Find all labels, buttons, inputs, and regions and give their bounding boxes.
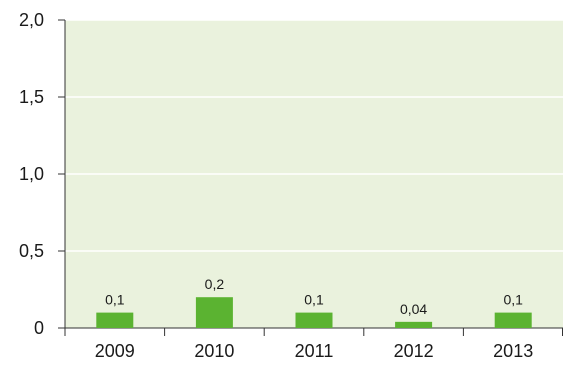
y-tick-label: 1,0 <box>19 164 44 184</box>
bar <box>295 312 333 328</box>
data-label: 0,1 <box>503 292 523 308</box>
x-tick-label: 2010 <box>194 341 234 361</box>
bar <box>395 321 433 328</box>
data-label: 0,1 <box>304 292 324 308</box>
data-label: 0,04 <box>400 301 427 317</box>
y-tick-label: 0 <box>34 318 44 338</box>
x-tick-label: 2013 <box>493 341 533 361</box>
y-tick-label: 0,5 <box>19 241 44 261</box>
data-label: 0,2 <box>205 276 225 292</box>
data-label: 0,1 <box>105 292 125 308</box>
y-tick-label: 2,0 <box>19 10 44 30</box>
y-tick-label: 1,5 <box>19 87 44 107</box>
x-tick-label: 2009 <box>95 341 135 361</box>
x-tick-label: 2012 <box>394 341 434 361</box>
bar <box>494 312 532 328</box>
x-tick-label: 2011 <box>295 341 334 361</box>
bar <box>195 297 233 328</box>
bar <box>96 312 134 328</box>
